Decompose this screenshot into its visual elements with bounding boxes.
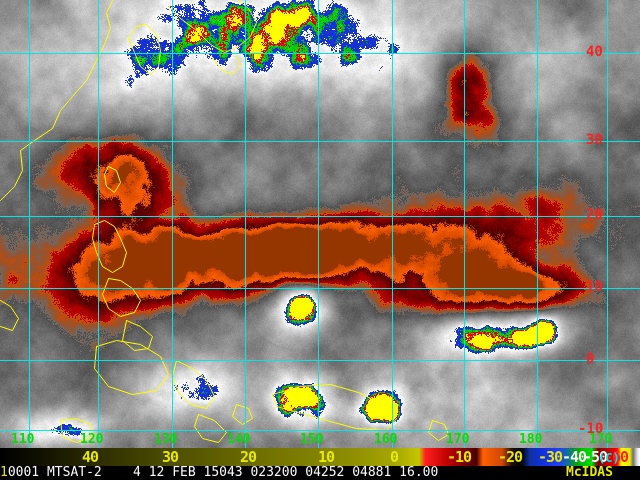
colorbar-tick-minus20: -20 (498, 448, 523, 466)
satellite-image[interactable] (0, 0, 640, 448)
longitude-label-120-1: 120 (80, 432, 104, 447)
colorbar-tick-minus60: -60 (604, 448, 629, 466)
longitude-label-170-6: 170 (446, 432, 470, 447)
longitude-label-150-4: 150 (300, 432, 324, 447)
color-enhancement-bar[interactable] (0, 448, 640, 466)
status-annotation-line: 10001 MTSAT-2 4 12 FEB 15043 023200 0425… (0, 466, 640, 480)
mcidas-brand-label: McIDAS (566, 465, 613, 480)
longitude-label-110-0: 110 (11, 432, 35, 447)
frame-number: 1 (0, 465, 8, 480)
longitude-label-180-7: 180 (519, 432, 543, 447)
colorbar-tick-minus10: -10 (447, 448, 472, 466)
status-text: 0001 MTSAT-2 4 12 FEB 15043 023200 04252… (7, 465, 439, 480)
colorbar-tick-0: 0 (390, 448, 399, 466)
latitude-label-40: 40 (586, 44, 603, 60)
latitude-label-30: 30 (586, 132, 603, 148)
colorbar-tick-minus30: -30 (538, 448, 563, 466)
colorbar-tick-minus50: -50 (583, 448, 608, 466)
latitude-label--10: -10 (578, 421, 604, 437)
longitude-label-140-3: 140 (227, 432, 251, 447)
longitude-label-130-2: 130 (154, 432, 178, 447)
latitude-label-0: 0 (586, 351, 595, 367)
infrared-image-canvas[interactable] (0, 0, 640, 448)
colorbar-tick-30: 30 (162, 448, 179, 466)
copyright-mark: (C) (598, 451, 620, 465)
colorbar-tick-10: 10 (318, 448, 335, 466)
colorbar-tick-20: 20 (240, 448, 257, 466)
colorbar-tick-40: 40 (82, 448, 99, 466)
longitude-label-170-8: 170 (589, 432, 613, 447)
color-bar-canvas (0, 448, 640, 466)
longitude-label-160-5: 160 (374, 432, 398, 447)
colorbar-tick-minus40: -40 (562, 448, 587, 466)
latitude-label-10: 10 (586, 279, 603, 295)
latitude-label-20: 20 (586, 207, 603, 223)
